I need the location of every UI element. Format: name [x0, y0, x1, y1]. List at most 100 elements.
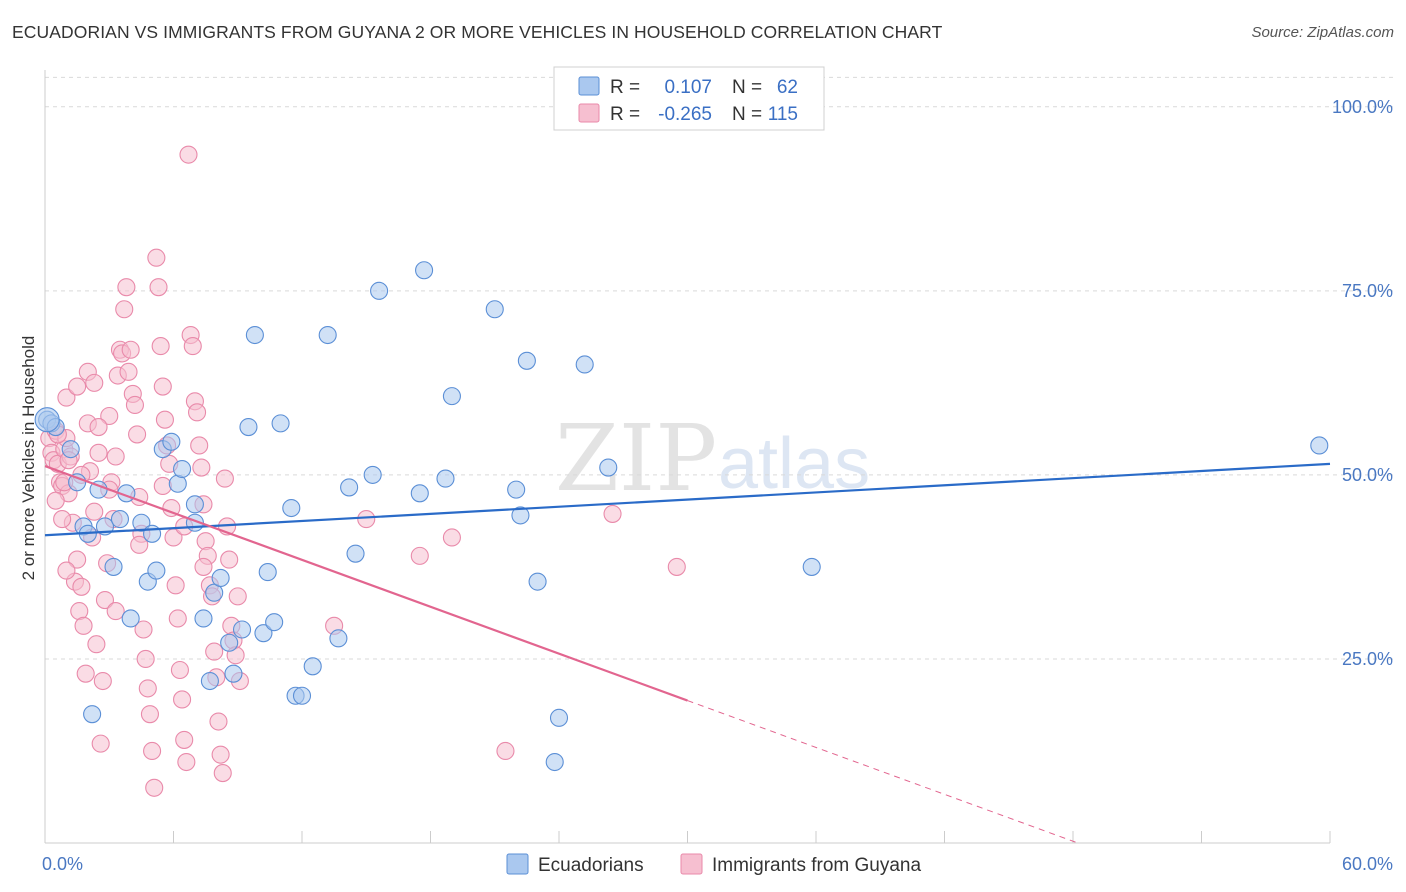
- ecuadorian-point-29: [224, 664, 243, 683]
- guyana-point-23: [89, 443, 108, 462]
- guyana-point-44: [134, 620, 153, 639]
- ecuadorian-point-10: [104, 557, 123, 576]
- guyana-point-94: [89, 418, 108, 437]
- ecuadorian-point-24: [194, 609, 213, 628]
- ecuadorian-point-34: [258, 563, 277, 582]
- guyana-point-90: [57, 388, 76, 407]
- guyana-point-37: [119, 362, 138, 381]
- ecuadorian-point-7: [83, 705, 102, 724]
- watermark-atlas: atlas: [718, 424, 870, 504]
- trend-line-guyana-solid: [44, 465, 688, 702]
- guyana-point-21: [85, 502, 104, 521]
- guyana-point-65: [179, 145, 198, 164]
- guyana-point-28: [100, 406, 119, 426]
- ecuadorian-point-42: [329, 629, 348, 648]
- legend: R = 0.107 N = 62 R = -0.265 N = 115: [553, 66, 825, 131]
- ecuadorian-point-28: [220, 633, 239, 652]
- guyana-point-47: [140, 705, 159, 724]
- legend-r-value-pink: -0.265: [658, 104, 712, 125]
- ecuadorian-point-51: [485, 300, 504, 319]
- ecuadorian-point-60: [802, 557, 821, 576]
- guyana-point-16: [74, 616, 93, 635]
- y-tick-label-100: 100.0%: [1332, 97, 1393, 117]
- guyana-point-61: [170, 660, 189, 680]
- guyana-point-17: [76, 664, 95, 683]
- guyana-point-104: [46, 491, 65, 510]
- guyana-point-22: [87, 635, 106, 654]
- ecuadorian-point-43: [340, 478, 359, 497]
- guyana-point-100: [496, 741, 515, 761]
- guyana-point-63: [175, 730, 194, 749]
- guyana-point-109: [85, 373, 104, 392]
- guyana-point-53: [153, 377, 172, 396]
- guyana-point-24: [91, 734, 110, 753]
- y-axis-title: 2 or more Vehicles in Household: [19, 336, 38, 581]
- ecuadorian-point-large: [34, 407, 60, 433]
- guyana-point-46: [138, 679, 157, 698]
- legend-n-label-blue: N =: [732, 77, 762, 98]
- guyana-point-62: [173, 690, 192, 709]
- ecuadorian-point-13: [121, 609, 140, 628]
- guyana-point-60: [168, 609, 187, 628]
- guyana-point-92: [68, 377, 87, 396]
- y-tick-label-75: 75.0%: [1342, 281, 1393, 301]
- guyana-point-36: [117, 278, 136, 297]
- ecuadorian-point-32: [245, 325, 264, 345]
- bottom-legend-swatch-ecuadorians: [506, 853, 529, 875]
- ecuadorian-point-14: [132, 513, 151, 532]
- ecuadorian-point-44: [346, 544, 365, 563]
- x-tick-label-max: 60.0%: [1342, 854, 1393, 874]
- guyana-point-26: [95, 591, 115, 610]
- guyana-point-84: [220, 550, 239, 569]
- x-tick-label-min: 0.0%: [42, 854, 83, 874]
- ecuadorian-point-31: [239, 418, 258, 437]
- guyana-point-114: [194, 557, 213, 576]
- ecuadorian-point-35: [265, 613, 284, 632]
- legend-r-label-blue: R =: [610, 77, 640, 98]
- grid: [45, 76, 1393, 660]
- guyana-point-101: [603, 504, 622, 523]
- guyana-point-54: [155, 410, 174, 429]
- guyana-point-98: [410, 546, 429, 565]
- ecuadorian-point-46: [370, 281, 389, 300]
- watermark: ZIP atlas: [555, 405, 870, 512]
- ecuadorian-point-45: [363, 465, 382, 484]
- guyana-point-64: [177, 752, 196, 772]
- ecuadorian-point-17: [147, 561, 166, 580]
- legend-r-label-pink: R =: [610, 104, 640, 125]
- legend-n-label-pink: N =: [732, 104, 762, 125]
- guyana-point-79: [209, 712, 228, 731]
- series-ecuadorians: [34, 261, 1329, 772]
- ecuadorian-point-58: [575, 355, 594, 374]
- guyana-point-31: [106, 602, 125, 621]
- ecuadorian-point-25: [200, 671, 219, 691]
- trend-lines: [44, 462, 1331, 844]
- legend-n-value-blue: 62: [777, 77, 798, 98]
- ecuadorian-point-55: [528, 572, 547, 591]
- ecuadorian-point-11: [110, 510, 130, 529]
- y-tick-label-25: 25.0%: [1342, 649, 1393, 669]
- ecuadorian-point-56: [549, 708, 569, 727]
- guyana-point-69: [188, 403, 207, 422]
- guyana-point-80: [211, 745, 230, 764]
- guyana-point-51: [149, 278, 168, 297]
- ecuadorian-point-57: [545, 752, 564, 772]
- bottom-legend-label-ecuadorians: Ecuadorians: [538, 855, 644, 876]
- ecuadorian-point-36: [271, 414, 290, 433]
- guyana-point-110: [106, 447, 125, 466]
- ecuadorian-point-33: [254, 624, 273, 643]
- guyana-point-81: [213, 764, 232, 783]
- guyana-point-112: [153, 476, 172, 495]
- bottom-legend-swatch-guyana: [680, 853, 703, 875]
- chart-source: Source: ZipAtlas.com: [1251, 24, 1394, 41]
- guyana-point-82: [215, 469, 234, 488]
- guyana-point-88: [228, 587, 247, 606]
- guyana-point-111: [130, 535, 149, 554]
- guyana-point-91: [53, 510, 72, 529]
- guyana-point-59: [166, 576, 185, 595]
- guyana-point-49: [145, 778, 164, 797]
- ecuadorian-point-48: [415, 261, 434, 280]
- legend-swatch-blue: [578, 76, 600, 96]
- ecuadorian-point-37: [282, 498, 301, 518]
- ecuadorian-point-19: [162, 432, 181, 451]
